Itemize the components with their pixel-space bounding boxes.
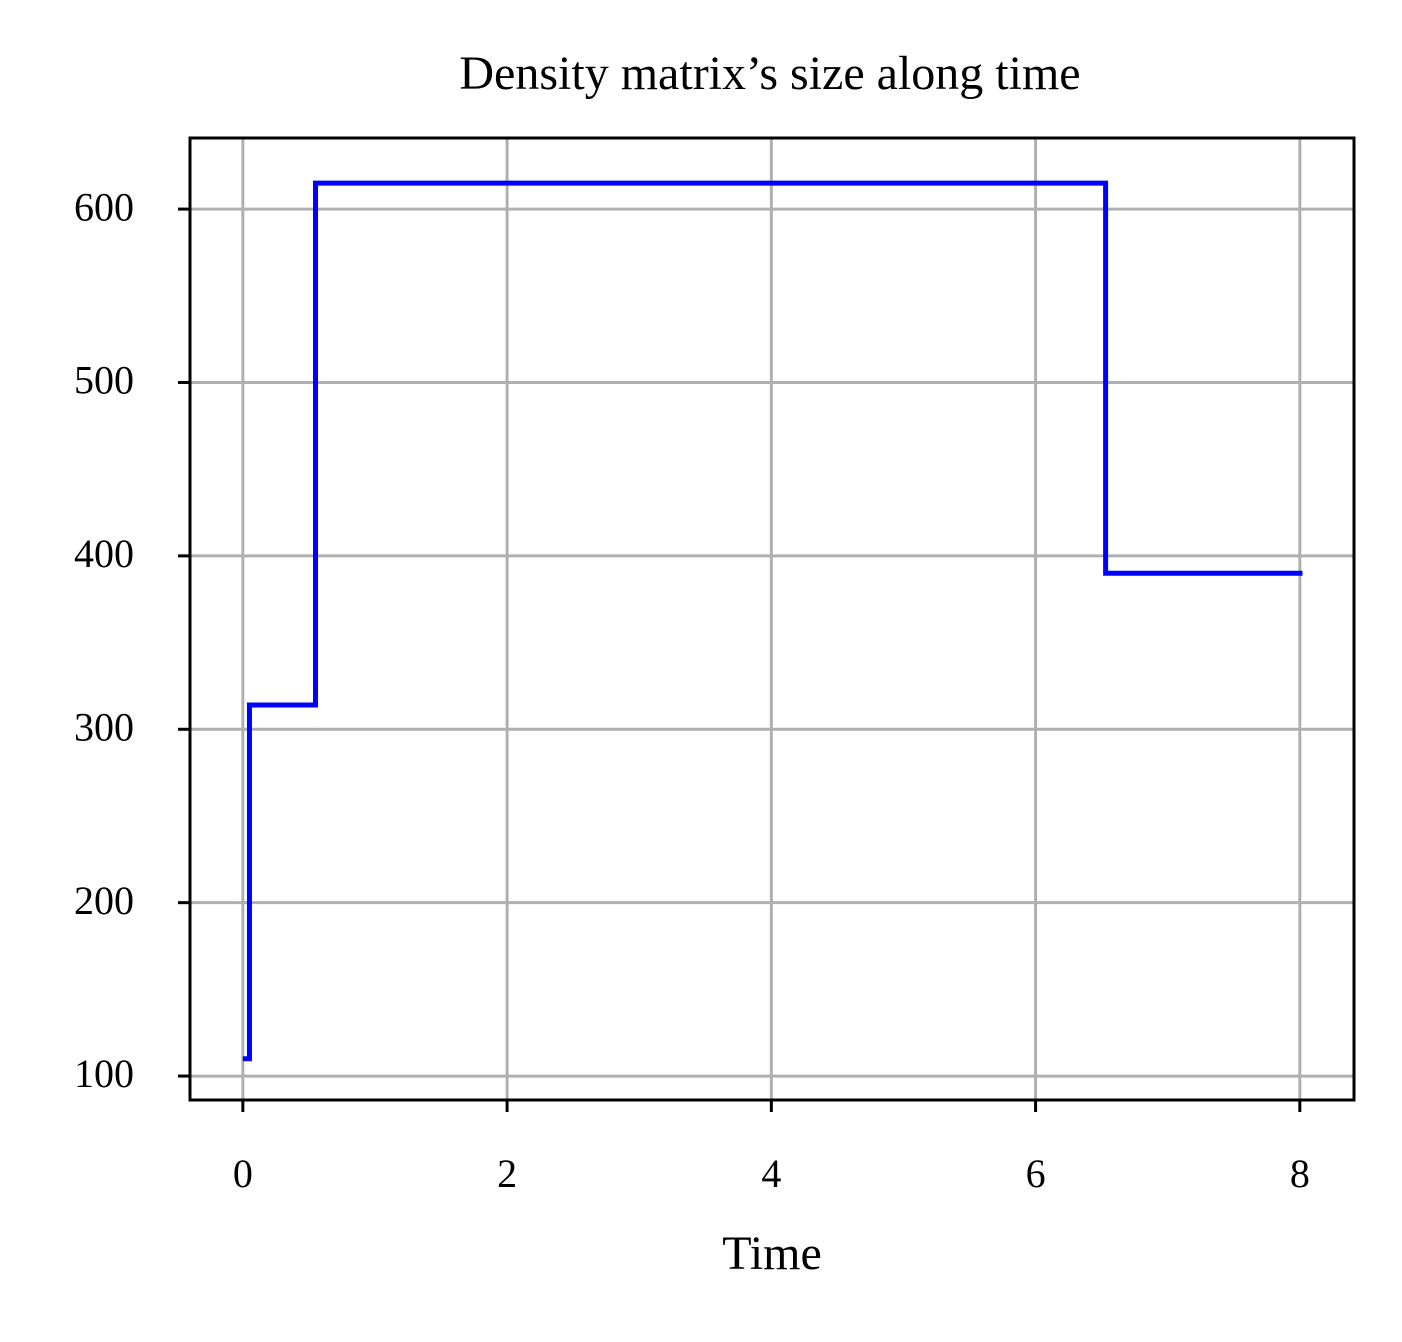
x-tick-label: 6: [1026, 1151, 1046, 1196]
y-tick-label: 500: [74, 358, 134, 403]
line: [242, 180, 1303, 1062]
x-tick-label: 2: [497, 1151, 517, 1196]
x-tick-label: 0: [233, 1151, 253, 1196]
plot-frame: [188, 136, 1356, 1102]
y-tick-label: 100: [74, 1051, 134, 1096]
x-tick-label: 8: [1290, 1151, 1310, 1196]
y-tick-label: 400: [74, 531, 134, 576]
y-tick-label: 300: [74, 704, 134, 749]
chart-title: Density matrix’s size along time: [459, 47, 1080, 100]
y-tick-label: 600: [74, 184, 134, 229]
y-tick-label: 200: [74, 878, 134, 923]
x-axis-label: Time: [722, 1227, 822, 1280]
x-tick-label: 4: [761, 1151, 781, 1196]
